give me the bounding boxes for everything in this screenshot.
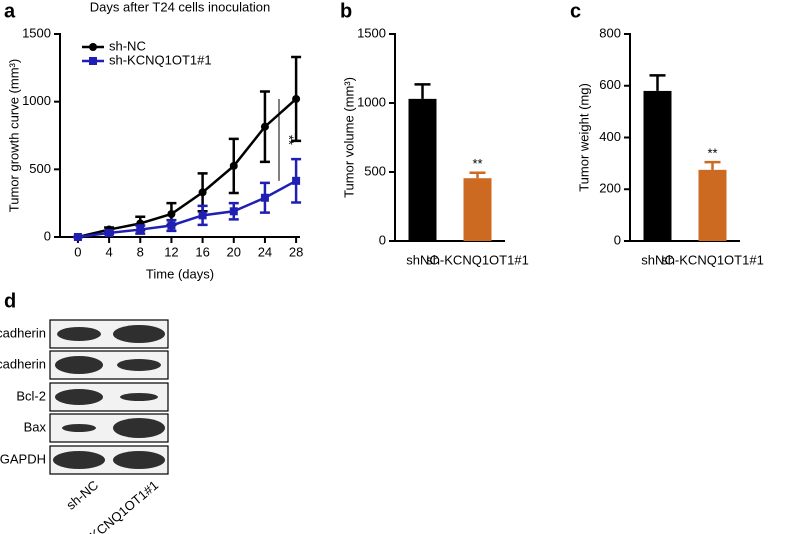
legend-marker xyxy=(89,43,97,51)
x-tick-label: 20 xyxy=(227,244,241,259)
y-tick-label: 1000 xyxy=(22,93,51,108)
error-bar xyxy=(704,160,721,170)
blot-band xyxy=(57,327,101,341)
panel-letter: a xyxy=(4,0,16,22)
marker xyxy=(73,233,82,241)
blot-row-label: E-cadherin xyxy=(0,325,46,340)
blot-row-label: Bcl-2 xyxy=(16,388,46,403)
blot-band xyxy=(113,325,165,343)
y-axis-label: Tumor growth curve (mm³) xyxy=(6,59,21,212)
y-tick-label: 500 xyxy=(364,163,386,178)
panel-letter: b xyxy=(340,0,352,22)
y-tick-label: 1500 xyxy=(357,25,386,40)
marker xyxy=(167,209,176,218)
significance-label: ** xyxy=(707,146,717,161)
blot-band xyxy=(113,451,165,469)
y-tick-label: 0 xyxy=(379,232,386,247)
marker xyxy=(167,221,176,230)
y-tick-label: 800 xyxy=(599,25,621,40)
y-tick-label: 0 xyxy=(44,228,51,243)
x-tick-label: 4 xyxy=(105,244,112,259)
marker xyxy=(229,161,238,170)
blot-band xyxy=(53,451,105,469)
marker xyxy=(105,228,114,237)
marker xyxy=(292,176,301,185)
significance-label: ** xyxy=(282,135,297,145)
marker xyxy=(260,193,269,202)
blot-band xyxy=(113,418,165,438)
blot-lane-label: sh-NC xyxy=(63,477,101,512)
bar xyxy=(408,98,437,241)
x-tick-label: 28 xyxy=(289,244,303,259)
legend-label: sh-KCNQ1OT1#1 xyxy=(109,52,212,67)
y-tick-label: 600 xyxy=(599,77,621,92)
y-tick-label: 500 xyxy=(29,161,51,176)
x-tick-label: sh-KCNQ1OT1#1 xyxy=(426,252,529,267)
x-tick-label: 12 xyxy=(164,244,178,259)
bar xyxy=(463,178,492,241)
significance-label: ** xyxy=(472,156,482,171)
marker xyxy=(292,94,301,103)
marker xyxy=(198,188,207,197)
y-tick-label: 1500 xyxy=(22,25,51,40)
bar xyxy=(698,169,727,241)
y-axis-label: Tumor weight (mg) xyxy=(576,83,591,192)
error-bar xyxy=(649,74,666,91)
x-tick-label: shNC xyxy=(641,252,674,267)
marker xyxy=(198,211,207,220)
blot-band xyxy=(117,359,161,371)
panel-letter: d xyxy=(4,290,16,312)
blot-row-label: GAPDH xyxy=(0,451,46,466)
series-line xyxy=(77,179,297,239)
marker xyxy=(229,207,238,216)
bar xyxy=(643,90,672,241)
y-tick-label: 0 xyxy=(614,232,621,247)
y-tick-label: 400 xyxy=(599,129,621,144)
x-tick-label: 0 xyxy=(74,244,81,259)
y-tick-label: 1000 xyxy=(357,94,386,109)
x-axis-label: Time (days) xyxy=(146,266,214,281)
blot-band xyxy=(55,389,103,405)
blot-band xyxy=(120,393,158,401)
x-tick-label: 16 xyxy=(195,244,209,259)
blot-row-label: Bax xyxy=(24,419,47,434)
blot-band xyxy=(55,356,103,374)
legend-label: sh-NC xyxy=(109,38,146,53)
x-tick-label: 8 xyxy=(137,244,144,259)
marker xyxy=(260,122,269,131)
error-bar xyxy=(469,171,486,179)
y-axis-label: Tumor volume (mm³) xyxy=(341,77,356,198)
x-tick-label: 24 xyxy=(258,244,272,259)
error-bar xyxy=(414,83,431,99)
legend-marker xyxy=(89,57,97,65)
marker xyxy=(136,225,145,234)
blot-band xyxy=(62,424,96,432)
series-line xyxy=(77,98,297,239)
chart-title: Days after T24 cells inoculation xyxy=(90,0,270,14)
x-tick-label: sh-KCNQ1OT1#1 xyxy=(661,252,764,267)
panel-letter: c xyxy=(570,0,581,22)
y-tick-label: 200 xyxy=(599,181,621,196)
blot-row-label: N-cadherin xyxy=(0,356,46,371)
x-tick-label: shNC xyxy=(406,252,439,267)
